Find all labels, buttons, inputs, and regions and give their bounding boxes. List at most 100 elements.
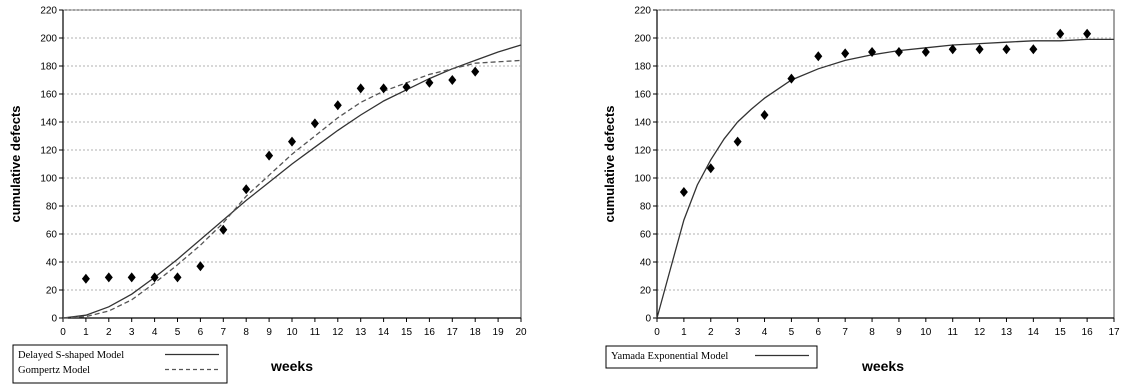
x-tick-label: 16: [1082, 327, 1094, 338]
x-tick-label: 9: [896, 327, 902, 338]
x-tick-label: 1: [83, 327, 89, 338]
data-point: [841, 48, 850, 59]
legend-box: [605, 345, 818, 369]
x-tick-label: 5: [175, 327, 181, 338]
data-point: [1029, 44, 1038, 55]
x-tick-label: 10: [920, 327, 932, 338]
x-tick-label: 17: [1108, 327, 1120, 338]
data-point: [448, 75, 457, 85]
x-tick-label: 18: [470, 327, 482, 338]
y-tick-label: 220: [40, 6, 57, 17]
y-tick-label: 60: [46, 230, 58, 241]
x-tick-label: 7: [842, 327, 848, 338]
x-tick-label: 11: [310, 327, 321, 338]
y-tick-label: 160: [40, 90, 57, 101]
data-point: [868, 47, 877, 57]
y-tick-label: 140: [634, 118, 651, 129]
x-tick-label: 6: [198, 327, 204, 338]
x-tick-label: 2: [106, 327, 112, 338]
plot-frame: [656, 9, 1115, 319]
y-tick-label: 120: [40, 146, 57, 157]
data-point: [706, 163, 715, 174]
x-tick-label: 4: [152, 327, 158, 338]
y-tick-label: 100: [40, 174, 57, 185]
data-point: [288, 136, 296, 147]
y-tick-label: 60: [640, 230, 652, 241]
data-point: [150, 272, 159, 283]
data-point: [379, 83, 388, 94]
x-tick-label: 6: [816, 327, 822, 338]
y-tick-label: 0: [645, 314, 651, 325]
data-point: [265, 150, 274, 161]
data-point: [196, 261, 205, 272]
y-axis-label: cumulative defects: [8, 105, 23, 222]
y-tick-label: 140: [40, 118, 57, 129]
data-point: [402, 82, 411, 92]
y-tick-label: 220: [634, 6, 651, 17]
data-point: [814, 51, 823, 62]
y-tick-label: 160: [634, 90, 651, 101]
x-tick-label: 0: [60, 327, 66, 338]
y-tick-label: 180: [634, 62, 651, 73]
data-point: [219, 224, 228, 235]
x-tick-label: 15: [401, 327, 413, 338]
series-line-1: [62, 44, 522, 319]
y-tick-label: 40: [46, 258, 58, 269]
y-tick-label: 20: [46, 286, 58, 297]
x-tick-label: 9: [266, 327, 272, 338]
x-tick-label: 0: [654, 327, 660, 338]
y-axis-label: cumulative defects: [602, 105, 617, 222]
data-point: [356, 83, 365, 94]
legend-label: Yamada Exponential Model: [611, 351, 728, 362]
y-tick-label: 180: [40, 62, 57, 73]
data-point: [1002, 44, 1011, 55]
data-point: [333, 100, 342, 111]
x-tick-label: 3: [129, 327, 135, 338]
y-tick-label: 100: [634, 174, 651, 185]
x-tick-label: 14: [378, 327, 390, 338]
x-tick-label: 3: [735, 327, 741, 338]
x-tick-label: 16: [424, 327, 436, 338]
data-point: [173, 272, 182, 283]
data-point: [1056, 28, 1065, 39]
x-tick-label: 8: [243, 327, 249, 338]
x-tick-label: 11: [948, 327, 959, 338]
x-tick-label: 2: [708, 327, 714, 338]
y-tick-label: 200: [40, 34, 57, 45]
data-point: [921, 47, 930, 57]
x-tick-label: 12: [332, 327, 344, 338]
x-tick-label: 17: [447, 327, 459, 338]
data-point: [787, 73, 796, 84]
series-line-2: [62, 59, 522, 319]
x-axis-label: weeks: [861, 358, 904, 374]
y-tick-label: 200: [634, 34, 651, 45]
x-tick-label: 13: [355, 327, 367, 338]
data-point: [310, 118, 319, 129]
y-tick-label: 120: [634, 146, 651, 157]
data-point: [679, 187, 688, 197]
x-tick-label: 15: [1055, 327, 1067, 338]
legend-label: Gompertz Model: [18, 365, 90, 376]
x-tick-label: 7: [221, 327, 227, 338]
x-tick-label: 19: [493, 327, 505, 338]
data-point: [948, 44, 957, 55]
data-point: [242, 184, 251, 195]
x-tick-label: 4: [762, 327, 768, 338]
x-tick-label: 14: [1028, 327, 1040, 338]
data-point: [81, 273, 90, 284]
y-tick-label: 40: [640, 258, 652, 269]
data-point: [975, 44, 984, 55]
x-tick-label: 5: [789, 327, 795, 338]
data-point: [894, 47, 903, 57]
y-tick-label: 80: [46, 202, 58, 213]
legend-box: [12, 344, 228, 384]
legend-label: Delayed S-shaped Model: [18, 350, 124, 361]
y-tick-label: 80: [640, 202, 652, 213]
y-tick-label: 20: [640, 286, 652, 297]
data-point: [425, 77, 434, 88]
y-tick-label: 0: [51, 314, 57, 325]
data-point: [471, 66, 480, 77]
